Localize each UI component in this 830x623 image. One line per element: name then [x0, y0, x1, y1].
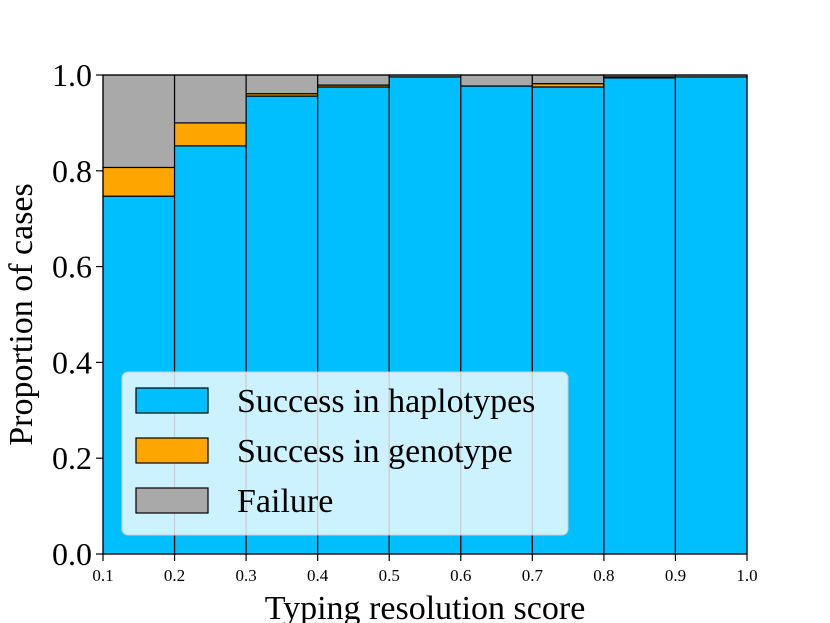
- bar-success-in-genotype-bin-2: [173, 122, 247, 147]
- legend-box: [121, 371, 569, 536]
- axes-frame: [102, 74, 748, 555]
- legend-swatch: [135, 487, 209, 514]
- x-tick-label: 0.6: [450, 566, 471, 585]
- legend: Success in haplotypes Success in genotype…: [121, 371, 569, 536]
- y-tick-label: 0.0: [52, 536, 92, 572]
- legend-label: Success in genotype: [237, 433, 513, 470]
- x-axis-label: Typing resolution score: [265, 590, 586, 623]
- x-axis-ticks: 0.1 0.2 0.3 0.4 0.5 0.6 0.7 0.8 0.9 1.0: [92, 554, 758, 585]
- bar-success-in-genotype-bin-1: [102, 166, 176, 197]
- y-tick-label: 0.6: [52, 249, 92, 285]
- legend-label: Success in haplotypes: [237, 383, 535, 420]
- x-tick-label: 0.5: [379, 566, 400, 585]
- x-tick-label: 0.7: [522, 566, 544, 585]
- y-axis-ticks: 0.0 0.2 0.4 0.6 0.8 1.0: [52, 57, 103, 572]
- y-tick-label: 0.2: [52, 440, 92, 476]
- x-tick-label: 0.4: [307, 566, 329, 585]
- bar-failure-bin-4: [317, 74, 390, 86]
- bar-failure-bin-7: [531, 74, 605, 85]
- x-tick-label: 0.2: [164, 566, 185, 585]
- x-tick-label: 0.3: [235, 566, 256, 585]
- bar-failure-bin-1: [102, 74, 176, 169]
- y-tick-label: 0.4: [52, 344, 92, 380]
- bar-failure-bin-6: [460, 74, 533, 87]
- x-tick-label: 1.0: [736, 566, 757, 585]
- bar-success-in-haplotypes-bin-8: [603, 77, 677, 555]
- x-tick-label: 0.8: [593, 566, 614, 585]
- bar-success-in-haplotypes-bin-9: [674, 76, 748, 555]
- legend-label: Failure: [237, 483, 333, 520]
- y-axis-label: Proportion of cases: [3, 183, 40, 446]
- y-tick-label: 0.8: [52, 153, 92, 189]
- legend-swatch: [135, 437, 209, 464]
- bar-failure-bin-3: [245, 74, 319, 95]
- y-tick-label: 1.0: [52, 57, 92, 93]
- x-tick-label: 0.1: [92, 566, 113, 585]
- x-tick-label: 0.9: [665, 566, 686, 585]
- bar-failure-bin-2: [173, 74, 247, 124]
- legend-swatch: [135, 387, 209, 414]
